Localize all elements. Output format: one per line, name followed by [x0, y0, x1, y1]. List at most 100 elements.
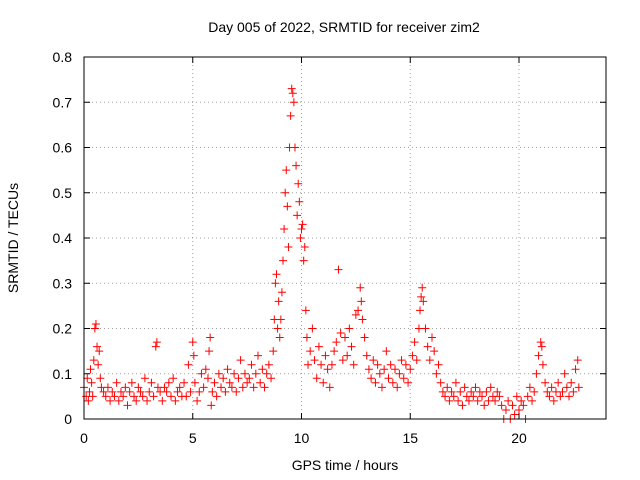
data-point: [449, 392, 458, 401]
data-point: [295, 197, 304, 206]
data-point: [169, 374, 178, 383]
data-point: [356, 283, 365, 292]
data-point: [219, 374, 228, 383]
data-point: [116, 387, 125, 396]
data-point: [438, 387, 447, 396]
data-point: [199, 383, 208, 392]
data-point: [160, 383, 169, 392]
data-point: [532, 369, 541, 378]
data-point: [134, 383, 143, 392]
data-point: [206, 333, 215, 342]
data-point: [300, 243, 309, 252]
data-point: [184, 360, 193, 369]
data-point: [147, 378, 156, 387]
data-point: [175, 383, 184, 392]
data-point: [508, 401, 517, 410]
data-point: [417, 292, 426, 301]
data-point: [443, 383, 452, 392]
data-point: [140, 374, 149, 383]
data-point: [482, 387, 491, 396]
data-point: [281, 188, 290, 197]
data-point: [96, 374, 105, 383]
data-point: [217, 383, 226, 392]
y-tick-label: 0.7: [53, 94, 73, 110]
data-point: [232, 387, 241, 396]
data-point: [188, 338, 197, 347]
data-point: [497, 401, 506, 410]
data-point: [84, 396, 93, 405]
data-point: [149, 392, 158, 401]
data-point: [247, 360, 256, 369]
data-point: [327, 360, 336, 369]
data-point: [193, 396, 202, 405]
data-point: [556, 392, 565, 401]
data-point: [395, 369, 404, 378]
grid-lines: [84, 57, 606, 419]
data-point: [289, 98, 298, 107]
data-point: [421, 324, 430, 333]
data-point: [306, 347, 315, 356]
data-point: [530, 387, 539, 396]
data-point: [89, 356, 98, 365]
data-point: [280, 224, 289, 233]
data-point: [186, 387, 195, 396]
data-point: [171, 396, 180, 405]
y-tick-label: 0.5: [53, 185, 73, 201]
data-point: [423, 342, 432, 351]
data-point: [114, 396, 123, 405]
data-point: [574, 383, 583, 392]
y-tick-label: 0.1: [53, 366, 73, 382]
data-point: [571, 365, 580, 374]
data-point: [357, 297, 366, 306]
data-point: [203, 374, 212, 383]
data-point: [230, 369, 239, 378]
data-point: [93, 342, 102, 351]
y-tick-label: 0.6: [53, 140, 73, 156]
data-point: [317, 360, 326, 369]
data-point: [310, 356, 319, 365]
data-point: [517, 396, 526, 405]
data-point: [240, 369, 249, 378]
data-point: [471, 383, 480, 392]
data-point: [243, 378, 252, 387]
data-point: [145, 387, 154, 396]
data-point: [354, 306, 363, 315]
data-point: [276, 315, 285, 324]
data-point: [325, 383, 334, 392]
data-point: [125, 387, 134, 396]
data-point: [238, 383, 247, 392]
data-point: [288, 89, 297, 98]
data-point: [397, 356, 406, 365]
y-tick-label: 0: [64, 411, 72, 427]
data-point: [528, 396, 537, 405]
data-point: [236, 356, 245, 365]
data-point: [136, 387, 145, 396]
data-point: [164, 378, 173, 387]
x-tick-label: 20: [511, 430, 527, 446]
data-point: [225, 378, 234, 387]
data-point: [478, 392, 487, 401]
data-point: [406, 365, 415, 374]
data-point: [371, 378, 380, 387]
data-point: [558, 387, 567, 396]
data-point: [308, 324, 317, 333]
data-point: [486, 383, 495, 392]
data-point: [269, 347, 278, 356]
data-point: [262, 369, 271, 378]
data-point: [90, 324, 99, 333]
data-point: [223, 365, 232, 374]
data-point: [312, 374, 321, 383]
data-point: [332, 338, 341, 347]
data-point: [504, 396, 513, 405]
data-point: [152, 338, 161, 347]
data-point: [132, 396, 141, 405]
data-point: [195, 387, 204, 396]
data-point: [469, 392, 478, 401]
data-point: [460, 383, 469, 392]
data-point: [458, 401, 467, 410]
data-point: [447, 387, 456, 396]
data-point: [436, 378, 445, 387]
data-point: [562, 383, 571, 392]
data-point: [375, 369, 384, 378]
data-point: [384, 374, 393, 383]
